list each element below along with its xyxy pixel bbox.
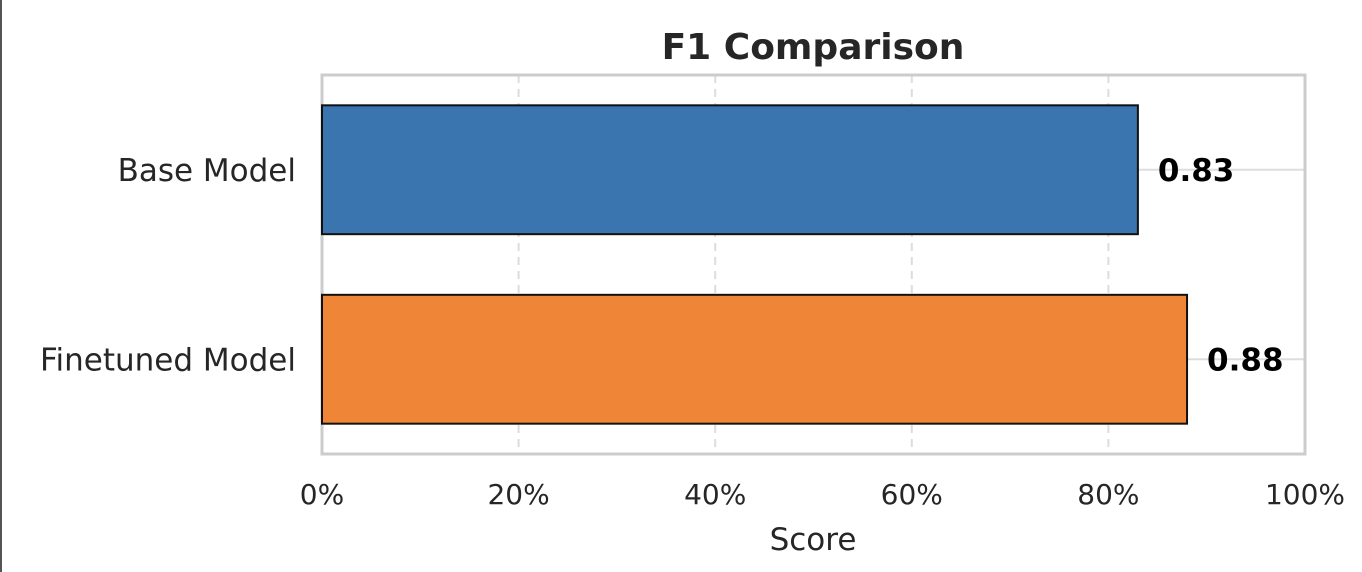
x-tick-label: 0% [300, 478, 344, 511]
x-tick-label: 20% [487, 478, 549, 511]
x-ticks: 0% 20% 40% 60% 80% 100% [300, 478, 1345, 511]
bar-1 [321, 293, 1189, 425]
plot-frame [320, 73, 1307, 456]
x-tick-label: 100% [1265, 478, 1345, 511]
bars-layer: 0.83 Base Model 0.88 Finetuned Model [40, 104, 1284, 425]
bar-value-label: 0.83 [1158, 153, 1235, 189]
x-tick-label: 80% [1077, 478, 1139, 511]
bar-0 [321, 104, 1139, 236]
x-tick-label: 40% [684, 478, 746, 511]
chart-title: F1 Comparison [662, 27, 965, 68]
category-label: Finetuned Model [40, 342, 296, 378]
x-tick-label: 60% [881, 478, 943, 511]
category-label: Base Model [118, 153, 296, 189]
bar-value-label: 0.88 [1207, 342, 1284, 378]
left-border [0, 0, 2, 572]
x-axis-label: Score [770, 522, 857, 558]
